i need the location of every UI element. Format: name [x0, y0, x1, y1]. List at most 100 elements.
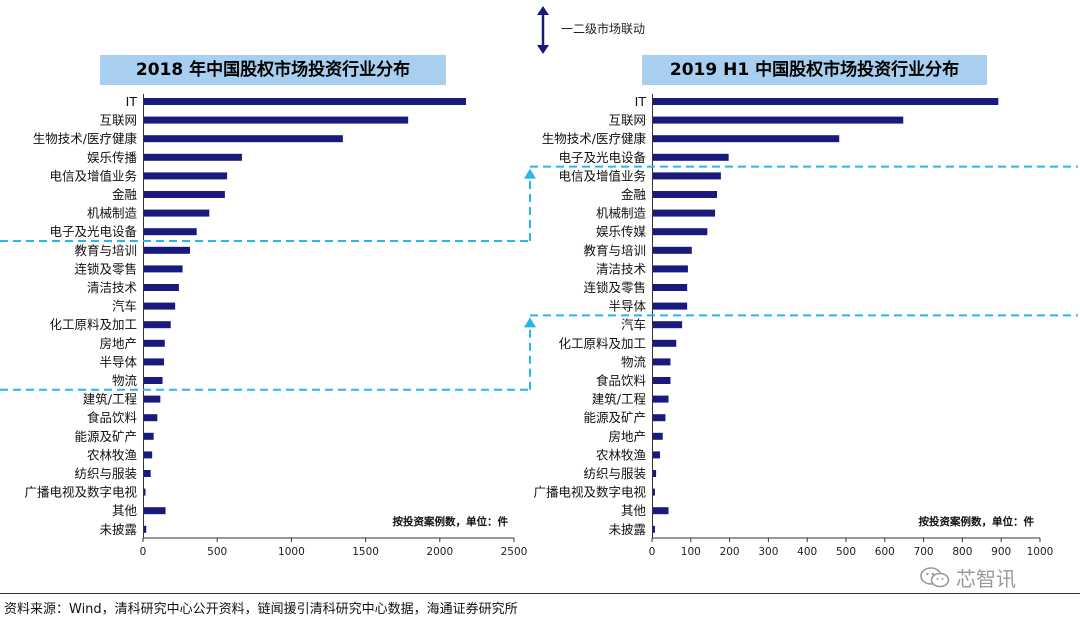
bar: [653, 395, 669, 403]
category-label: 物流: [112, 373, 138, 388]
category-label: 能源及矿产: [74, 429, 137, 444]
x-tick-label: 400: [797, 546, 817, 558]
chart-title-2019h1: 2019 H1 中国股权市场投资行业分布: [642, 55, 987, 85]
bar: [144, 302, 176, 310]
category-label: 教育与培训: [74, 243, 137, 258]
bar: [653, 488, 655, 496]
bar: [144, 135, 343, 143]
category-label: 广播电视及数字电视: [24, 485, 137, 500]
x-tick-label: 500: [836, 546, 856, 558]
bar: [144, 246, 191, 254]
bar: [144, 358, 165, 366]
bar: [653, 525, 655, 533]
category-label: 互联网: [99, 113, 137, 128]
category-label: 房地产: [99, 336, 137, 351]
category-label: 能源及矿产: [583, 410, 646, 425]
x-tick-label: 500: [207, 546, 227, 558]
bar: [144, 507, 166, 515]
bar: [653, 209, 716, 217]
bar: [144, 98, 467, 105]
category-label: 广播电视及数字电视: [533, 485, 646, 500]
category-label: 其他: [112, 503, 138, 518]
bar: [144, 209, 210, 217]
category-label: 物流: [621, 354, 647, 369]
bar: [144, 265, 183, 273]
source-text: 资料来源：Wind，清科研究中心公开资料，链闻援引清科研究中心数据，海通证券研究…: [4, 602, 518, 617]
bar: [653, 302, 688, 310]
x-tick-label: 1500: [352, 546, 379, 558]
category-label: 娱乐传媒: [596, 224, 647, 239]
category-label: 金融: [621, 187, 647, 202]
linkage-arrow-lower: [524, 317, 536, 328]
category-label: 清洁技术: [87, 280, 138, 295]
bar: [144, 321, 171, 329]
category-label: 未披露: [99, 522, 137, 537]
x-tick-label: 300: [758, 546, 778, 558]
category-label: 汽车: [621, 317, 646, 332]
category-label: 化工原料及加工: [558, 336, 646, 351]
bar: [144, 377, 163, 384]
x-tick-label: 100: [681, 546, 701, 558]
bar: [653, 246, 692, 254]
bar: [653, 358, 671, 366]
category-label: 电信及增值业务: [558, 168, 646, 183]
bar: [144, 414, 158, 422]
category-label: 农林牧渔: [596, 447, 646, 462]
watermark-text: 芯智讯: [956, 567, 1016, 591]
category-label: 纺织与服装: [74, 466, 137, 481]
double-arrow-icon: [537, 6, 549, 54]
x-tick-label: 1000: [278, 546, 305, 558]
category-label: 电子及光电设备: [558, 150, 646, 165]
bar: [653, 284, 688, 291]
bar: [144, 339, 165, 347]
bar: [144, 432, 154, 440]
category-label: 清洁技术: [596, 261, 647, 276]
charts-canvas: 0 500 1000 1500 2000 2500IT互联网生物技术/医疗健康娱乐传播电信…: [0, 94, 1078, 558]
category-label: 电子及光电设备: [49, 224, 137, 239]
category-label: 未披露: [608, 522, 646, 537]
category-label: 其他: [621, 503, 647, 518]
bar: [144, 525, 147, 533]
bar: [653, 116, 904, 124]
category-label: 建筑/工程: [83, 392, 138, 407]
bar: [653, 172, 721, 180]
x-tick-label: 0: [140, 546, 147, 558]
category-label: 食品饮料: [596, 373, 647, 388]
category-label: 电信及增值业务: [49, 168, 137, 183]
category-label: 半导体: [608, 299, 646, 314]
category-label: 化工原料及加工: [49, 317, 137, 332]
category-label: 生物技术/医疗健康: [542, 131, 647, 146]
category-label: 娱乐传播: [87, 150, 138, 165]
x-tick-label: 800: [952, 546, 972, 558]
watermark: 芯智讯: [920, 563, 1016, 592]
x-tick-label: 2000: [426, 546, 453, 558]
bar: [144, 191, 225, 198]
bar: [653, 414, 666, 422]
bar: [144, 172, 228, 180]
category-label: 农林牧渔: [87, 447, 137, 462]
bar: [144, 470, 151, 477]
x-tick-label: 0: [649, 546, 656, 558]
bar: [144, 116, 409, 124]
bar: [653, 153, 729, 161]
category-label: 纺织与服装: [583, 466, 646, 481]
category-label: 生物技术/医疗健康: [33, 131, 138, 146]
bar: [653, 377, 671, 384]
x-tick-label: 900: [991, 546, 1011, 558]
wechat-icon: [920, 566, 950, 587]
unit-note: 按投资案例数，单位：件: [919, 515, 1035, 528]
category-label: IT: [126, 94, 138, 109]
bar: [653, 432, 663, 440]
bar: [653, 321, 683, 329]
bar: [144, 284, 179, 291]
bar: [144, 488, 146, 496]
category-label: 房地产: [608, 429, 646, 444]
legend-label: 一二级市场联动: [561, 22, 646, 36]
x-tick-label: 2500: [501, 546, 528, 558]
bar: [144, 153, 242, 161]
x-tick-label: 700: [914, 546, 934, 558]
x-tick-label: 1000: [1027, 546, 1054, 558]
bar: [653, 98, 999, 105]
chart-title-2018: 2018 年中国股权市场投资行业分布: [100, 55, 446, 85]
x-tick-label: 200: [720, 546, 740, 558]
